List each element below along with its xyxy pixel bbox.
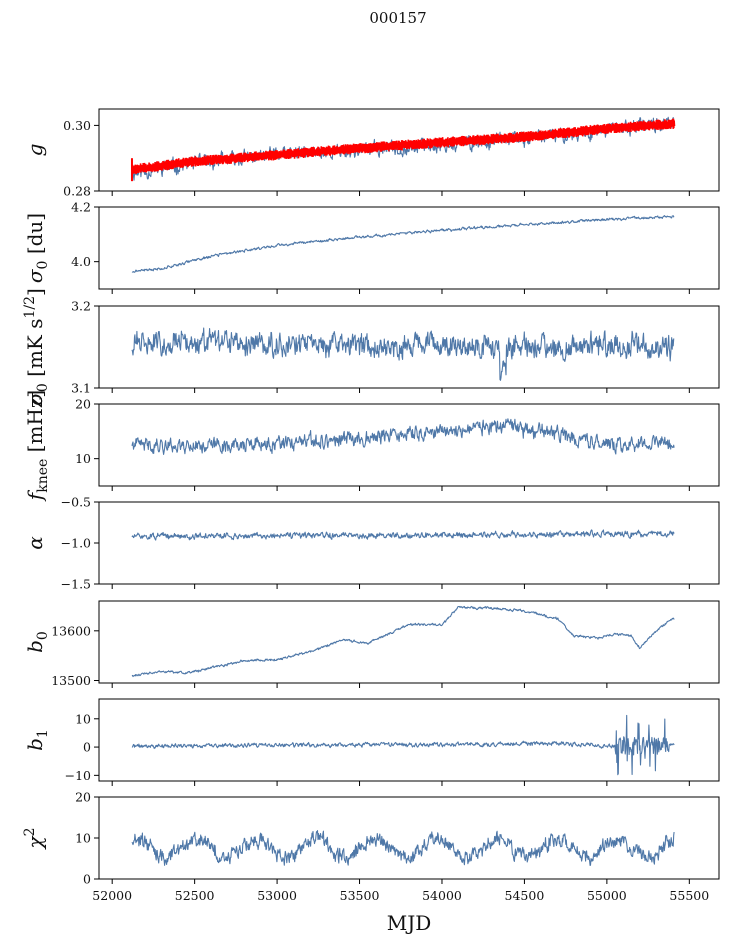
series-line — [131, 830, 675, 867]
panel-1: 0.28 0.30 g — [23, 108, 720, 199]
x-tick-label: 55500 — [669, 888, 709, 903]
y-axis-label: b0 — [23, 631, 51, 653]
series-line — [131, 418, 675, 455]
y-axis-label: fknee [mHz] — [23, 390, 51, 502]
y-tick-label: −1.0 — [61, 536, 91, 551]
panel-7: −10 0 10 b1 — [23, 698, 720, 786]
panel-frame — [98, 403, 720, 487]
x-tick-label: 53000 — [257, 888, 297, 903]
series-line — [131, 529, 675, 541]
y-tick-label: 13600 — [51, 623, 91, 638]
panel-frame — [98, 305, 720, 389]
y-tick-label: 10 — [75, 711, 91, 726]
x-tick-label: 55000 — [587, 888, 627, 903]
panels: 0.28 0.30 g 4.0 4.2 σ0 [du] 3.1 3.2 σ0 [mK s1/2]… — [22, 108, 720, 887]
panel-8: 0 10 20 χ2 — [22, 790, 720, 887]
y-tick-label: 3.2 — [71, 299, 91, 314]
y-tick-label: 10 — [75, 451, 91, 466]
y-tick-label: 0.28 — [63, 184, 91, 199]
plot-area — [131, 714, 675, 776]
plot-area — [131, 327, 675, 381]
series-line — [131, 605, 675, 678]
plot-area — [131, 830, 675, 867]
x-tick-label: 53500 — [340, 888, 380, 903]
y-tick-label: 0 — [83, 872, 91, 887]
plot-area — [131, 215, 675, 273]
y-axis-label: σ0 [mK s1/2] — [22, 288, 51, 406]
y-tick-label: −1.5 — [61, 577, 91, 592]
x-tick-label: 54500 — [505, 888, 545, 903]
x-axis-label: MJD — [387, 911, 432, 935]
y-axis-label: b1 — [23, 729, 51, 751]
y-tick-label: 20 — [75, 790, 91, 805]
panel-4: 10 20 fknee [mHz] — [23, 390, 720, 502]
panel-frame — [98, 501, 720, 585]
series-line — [131, 714, 675, 776]
y-tick-label: 3.1 — [71, 381, 91, 396]
x-axis: 52000 52500 53000 53500 54000 54500 55000 55500 — [92, 888, 709, 903]
plot-area — [131, 605, 675, 678]
panel-5: −1.5 −1.0 −0.5 α — [23, 495, 720, 592]
y-axis-label: α — [23, 536, 47, 550]
y-axis-label: σ0 [du] — [23, 213, 51, 283]
panel-frame — [98, 108, 720, 192]
y-tick-label: −0.5 — [61, 495, 91, 510]
y-tick-label: 10 — [75, 831, 91, 846]
y-tick-label: −10 — [65, 768, 91, 783]
figure-title: 000157 — [369, 9, 426, 27]
y-tick-label: 13500 — [51, 673, 91, 688]
panel-frame — [98, 206, 720, 290]
y-tick-label: 0 — [83, 740, 91, 755]
panel-2: 4.0 4.2 σ0 [du] — [23, 200, 720, 294]
y-axis-label: χ2 — [22, 827, 47, 850]
series-line — [131, 215, 675, 273]
y-tick-label: 20 — [75, 397, 91, 412]
panel-frame — [98, 698, 720, 782]
panel-frame — [98, 600, 720, 684]
x-tick-label: 52500 — [175, 888, 215, 903]
plot-area — [131, 418, 675, 455]
y-tick-label: 4.2 — [71, 200, 91, 215]
x-tick-label: 52000 — [92, 888, 132, 903]
x-tick-label: 54000 — [422, 888, 462, 903]
series-line-overlay — [131, 118, 676, 175]
series-line — [131, 327, 675, 381]
y-tick-label: 4.0 — [71, 254, 91, 269]
plot-area — [131, 529, 675, 541]
y-axis-label: g — [23, 144, 47, 157]
y-tick-label: 0.30 — [63, 118, 91, 133]
plot-area — [130, 116, 676, 182]
panel-3: 3.1 3.2 σ0 [mK s1/2] — [22, 288, 720, 406]
